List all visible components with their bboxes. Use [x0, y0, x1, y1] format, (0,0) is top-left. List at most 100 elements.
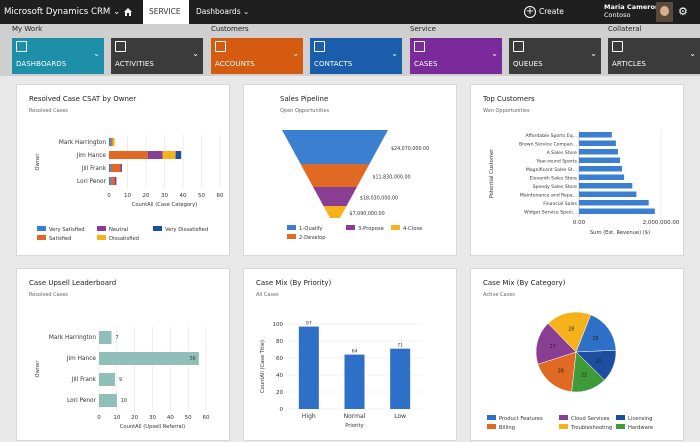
data-label: 10 [121, 398, 127, 404]
y-axis-label: Potential Customer [489, 148, 495, 198]
tile-queues[interactable]: QUEUES ⌄ [509, 38, 601, 74]
nav-service[interactable]: SERVICE ⌄ [143, 0, 189, 40]
data-label: 64 [352, 349, 358, 355]
category-label: Jim Hance [76, 153, 107, 159]
funnel-segment [300, 164, 370, 187]
bar-segment [110, 138, 113, 146]
tile-label: CONTACTS [314, 60, 353, 68]
bar-segment [109, 177, 111, 185]
legend-swatch [97, 226, 106, 231]
tile-articles[interactable]: ARTICLES ⌄ [608, 38, 700, 74]
tick-label: 50 [185, 415, 192, 421]
card-subtitle: Resolved Cases [29, 292, 69, 298]
avatar[interactable] [656, 2, 673, 22]
card-category: Case Mix (By Category) Active Cases 28 20… [470, 268, 684, 441]
data-label: 22 [581, 373, 587, 379]
card-top-customers: Top Customers Won Opportunities Affordab… [470, 84, 684, 256]
funnel-segment [313, 187, 357, 206]
brand-menu[interactable]: Microsoft Dynamics CRM ⌄ [4, 0, 120, 24]
legend-label: Licensing [628, 416, 652, 422]
tile-activities[interactable]: ACTIVITIES ⌄ [111, 38, 203, 74]
tile-contacts[interactable]: CONTACTS ⌄ [310, 38, 402, 74]
gear-icon[interactable]: ⚙ [678, 5, 688, 18]
tick-label: 50 [198, 193, 205, 199]
legend-label: Very Satisfied [49, 227, 85, 233]
priority-chart: 0 20 40 60 80 100 97 High 64 Normal 71 Low Priority C… [260, 321, 423, 429]
x-axis-label: Priority [345, 423, 363, 429]
legend-swatch [287, 234, 296, 239]
data-label: $7,090,000.00 [350, 211, 385, 217]
chevron-down-icon: ⌄ [590, 49, 597, 58]
category-chart: 28 20 22 28 27 28 Product Features Cloud Servic… [487, 311, 653, 431]
tile-cases[interactable]: CASES ⌄ [410, 38, 502, 74]
card-title: Sales Pipeline [280, 95, 329, 103]
tick-label: 20 [276, 390, 283, 396]
home-icon[interactable] [120, 0, 132, 24]
tile-label: ACCOUNTS [215, 60, 255, 68]
articles-icon [612, 41, 623, 52]
create-button[interactable]: + Create [524, 4, 564, 20]
bar-segment [109, 151, 148, 159]
tick-label: 60 [276, 356, 283, 362]
nav-dashboards[interactable]: Dashboards ⌄ [190, 0, 255, 24]
group-my-work: My Work [12, 25, 43, 33]
category-label: Affordable Sports Eq... [525, 133, 577, 139]
bar [579, 208, 655, 214]
x-axis-label: CountAll (Case Category) [132, 202, 198, 208]
user-info[interactable]: Maria Cameron Contoso [604, 3, 660, 19]
tile-label: ARTICLES [612, 60, 646, 68]
legend-swatch [616, 415, 625, 420]
pie-slice [547, 311, 592, 353]
legend-swatch [153, 226, 162, 231]
bar [579, 140, 616, 146]
category-label: Brown Service Compan... [519, 142, 577, 148]
data-label: 9 [119, 377, 122, 383]
bar [579, 183, 633, 189]
data-label: 27 [550, 344, 556, 350]
card-subtitle: Won Opportunities [483, 108, 530, 114]
bar [298, 326, 319, 409]
data-label: $24,070,000.00 [391, 146, 429, 152]
pie-slice [537, 351, 577, 393]
card-title: Resolved Case CSAT by Owner [29, 95, 137, 103]
tile-label: ACTIVITIES [115, 60, 154, 68]
bar-segment [110, 164, 121, 172]
bar [99, 331, 112, 344]
queues-icon [513, 41, 524, 52]
bar-segment [162, 151, 176, 159]
card-subtitle: Resolved Cases [29, 108, 69, 114]
plus-icon: + [524, 6, 536, 18]
cases-icon [414, 41, 425, 52]
legend-swatch [616, 424, 625, 429]
bar-segment [109, 138, 111, 146]
x-axis-label: CountAll (Upsell Referral) [120, 424, 185, 430]
bar-segment [147, 151, 163, 159]
card-title: Case Mix (By Priority) [256, 279, 332, 287]
legend-label: 1-Qualify [299, 226, 323, 232]
chevron-down-icon: ⌄ [391, 49, 398, 58]
legend-swatch [37, 235, 46, 240]
bar-segment [109, 164, 111, 172]
bar [579, 132, 612, 138]
legend-label: Troubleshooting [570, 425, 612, 431]
tick-label: 0 [280, 407, 284, 413]
legend-swatch [346, 225, 355, 230]
legend-label: Very Dissatisfied [165, 227, 208, 233]
group-collateral: Collateral [608, 25, 642, 33]
tile-accounts[interactable]: ACCOUNTS ⌄ [211, 38, 303, 74]
category-label: Magnificent Sales St... [526, 167, 577, 173]
legend-label: Dissatisfied [109, 236, 139, 242]
chevron-down-icon: ⌄ [243, 7, 250, 16]
category-label: A Sales Store [547, 150, 578, 156]
category-label: Lori Penor [77, 179, 107, 185]
legend-label: 3-Propose [358, 226, 384, 232]
y-axis-label: CountAll (Case Title) [260, 340, 266, 393]
data-label: 71 [397, 343, 403, 349]
data-label: 56 [190, 356, 196, 362]
tick-label: 60 [217, 193, 224, 199]
category-label: High [302, 413, 316, 420]
card-csat: Resolved Case CSAT by Owner Resolved Cas… [16, 84, 230, 256]
tick-label: 30 [149, 415, 156, 421]
top-bar: Microsoft Dynamics CRM ⌄ SERVICE ⌄ Dashb… [0, 0, 700, 40]
tile-dashboards[interactable]: DASHBOARDS ⌄ [12, 38, 104, 74]
